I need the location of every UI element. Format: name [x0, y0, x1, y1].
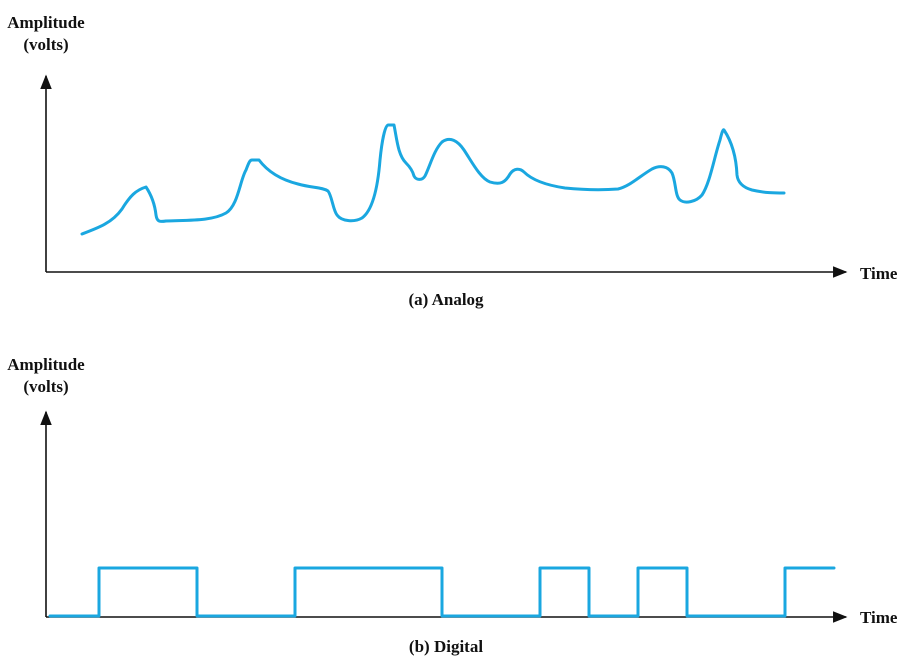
analog-caption: (a) Analog [408, 290, 484, 309]
analog-xlabel: Time [860, 264, 898, 283]
digital-panel: Amplitude (volts) Time (b) Digital [7, 355, 898, 656]
digital-caption: (b) Digital [409, 637, 483, 656]
digital-ylabel-line2: (volts) [23, 377, 68, 396]
analog-waveform [80, 123, 786, 236]
digital-xlabel: Time [860, 608, 898, 627]
digital-ylabel-line1: Amplitude [7, 355, 85, 374]
analog-ylabel-line2: (volts) [23, 35, 68, 54]
analog-panel: Amplitude (volts) Time (a) Analog [7, 13, 898, 309]
analog-ylabel-line1: Amplitude [7, 13, 85, 32]
digital-waveform [48, 566, 836, 618]
